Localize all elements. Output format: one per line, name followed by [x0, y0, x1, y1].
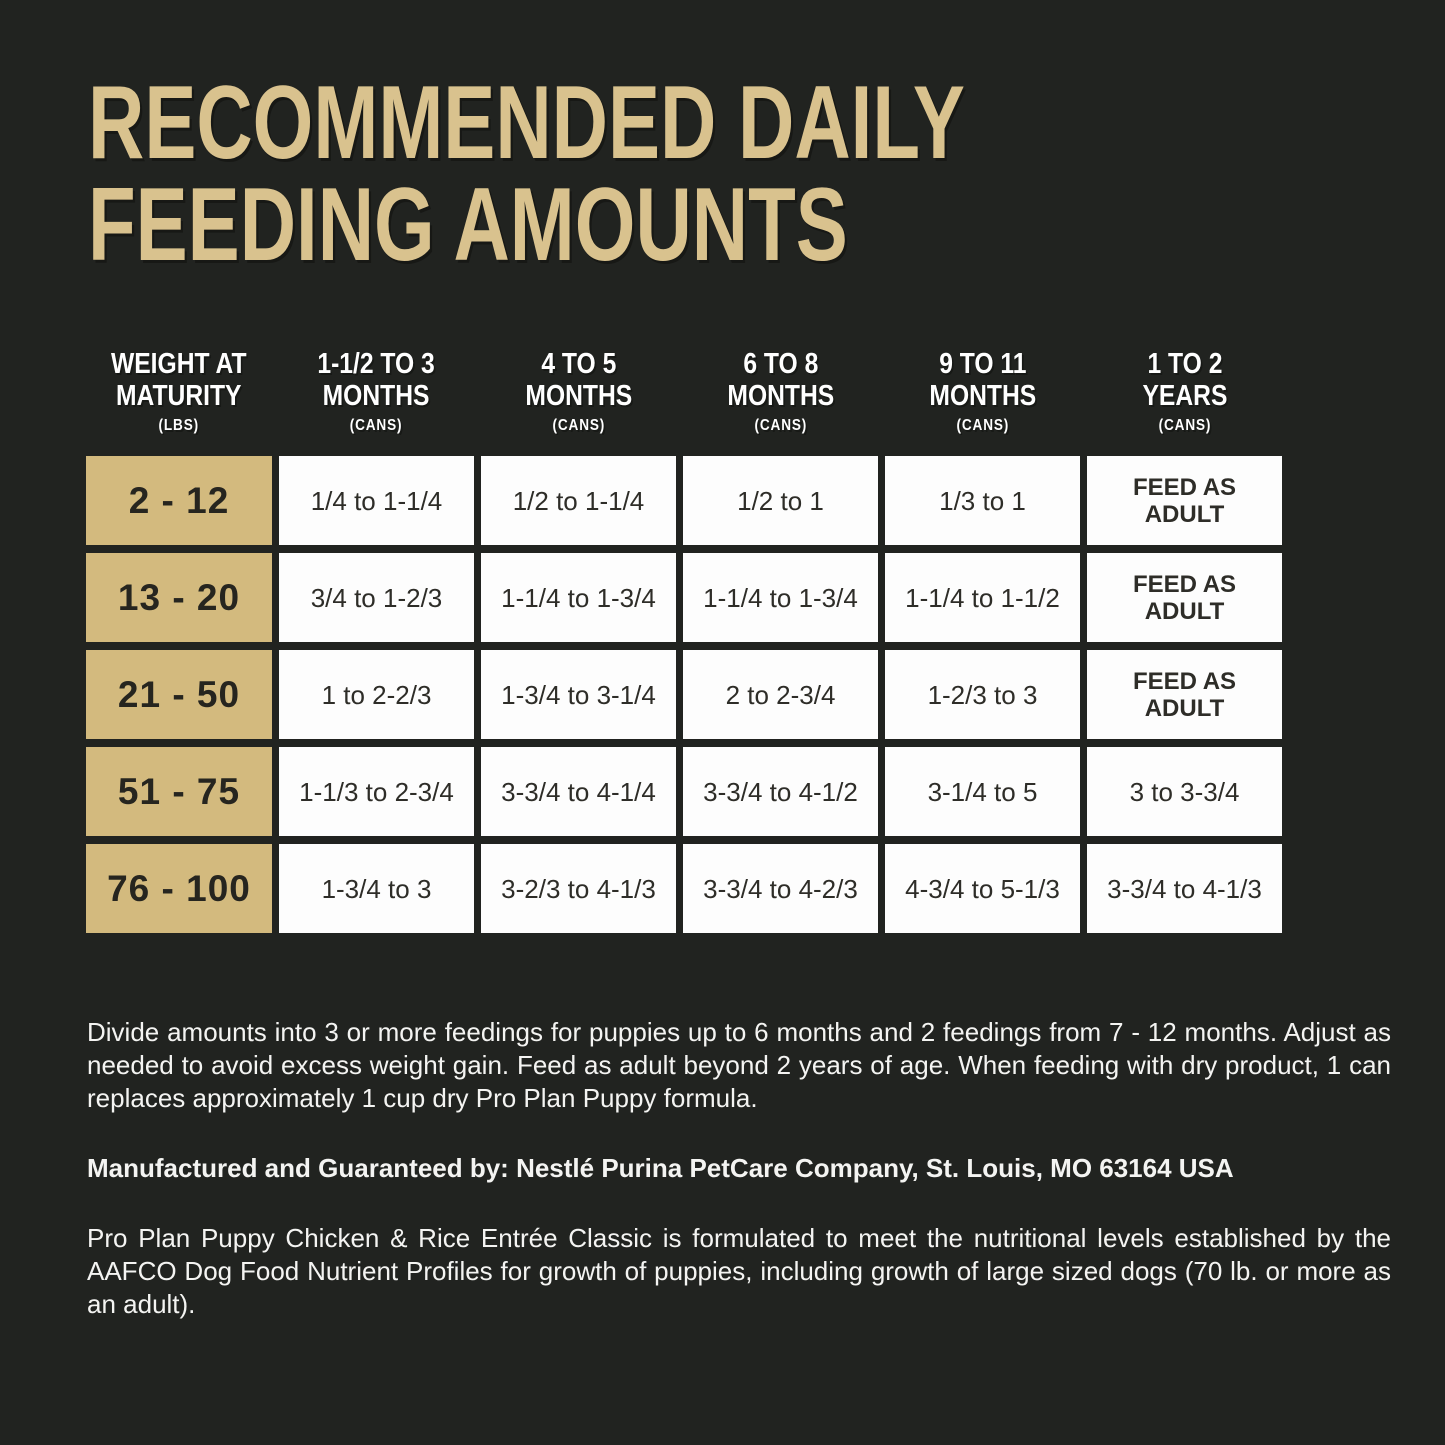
- column-header-label: MONTHS: [727, 380, 834, 412]
- feeding-amount-cell: 3 to 3-3/4: [1087, 747, 1282, 836]
- feeding-amount-cell: 1-2/3 to 3: [885, 650, 1080, 739]
- column-header-label: 4 TO 5: [541, 348, 616, 380]
- column-header-label: MATURITY: [116, 380, 242, 412]
- feeding-instructions-note: Divide amounts into 3 or more feedings f…: [87, 1017, 1391, 1113]
- feeding-amount-cell: 1-1/4 to 1-3/4: [481, 553, 676, 642]
- feeding-amount-cell: 3-3/4 to 4-1/4: [481, 747, 676, 836]
- feeding-amount-cell: 1-1/3 to 2-3/4: [279, 747, 474, 836]
- column-header-unit: (LBS): [158, 417, 200, 434]
- column-header-9-to-11-months: 9 TO 11 MONTHS (CANS): [885, 348, 1080, 437]
- column-header-label: MONTHS: [323, 380, 430, 412]
- weight-cell: 51 - 75: [86, 747, 272, 836]
- feeding-amount-cell: 3-2/3 to 4-1/3: [481, 844, 676, 933]
- page-title-line-2: FEEDING AMOUNTS: [88, 167, 848, 283]
- feeding-amount-cell: 1/4 to 1-1/4: [279, 456, 474, 545]
- feed-as-adult-cell: FEED AS ADULT: [1087, 650, 1282, 739]
- feeding-amount-cell: 1/2 to 1: [683, 456, 878, 545]
- feeding-amount-cell: 1/3 to 1: [885, 456, 1080, 545]
- column-header-label: 6 TO 8: [743, 348, 818, 380]
- aafco-statement: Pro Plan Puppy Chicken & Rice Entrée Cla…: [87, 1223, 1391, 1319]
- feeding-amount-cell: 1 to 2-2/3: [279, 650, 474, 739]
- column-header-weight: WEIGHT AT MATURITY (LBS): [86, 348, 272, 437]
- column-header-label: MONTHS: [929, 380, 1036, 412]
- feeding-amount-cell: 1-3/4 to 3: [279, 844, 474, 933]
- column-header-1half-to-3-months: 1-1/2 TO 3 MONTHS (CANS): [279, 348, 474, 437]
- column-header-6-to-8-months: 6 TO 8 MONTHS (CANS): [683, 348, 878, 437]
- column-header-4-to-5-months: 4 TO 5 MONTHS (CANS): [481, 348, 676, 437]
- feeding-amount-cell: 4-3/4 to 5-1/3: [885, 844, 1080, 933]
- column-header-unit: (CANS): [552, 417, 605, 434]
- column-header-label: 1 TO 2: [1147, 348, 1222, 380]
- feeding-amount-cell: 1/2 to 1-1/4: [481, 456, 676, 545]
- weight-cell: 13 - 20: [86, 553, 272, 642]
- column-header-unit: (CANS): [350, 417, 403, 434]
- column-header-label: 9 TO 11: [938, 348, 1027, 380]
- feeding-amount-cell: 3/4 to 1-2/3: [279, 553, 474, 642]
- feeding-amount-cell: 3-3/4 to 4-1/3: [1087, 844, 1282, 933]
- column-header-unit: (CANS): [1158, 417, 1211, 434]
- column-header-label: WEIGHT AT: [111, 348, 247, 380]
- feeding-amount-cell: 1-3/4 to 3-1/4: [481, 650, 676, 739]
- feed-as-adult-cell: FEED AS ADULT: [1087, 456, 1282, 545]
- feeding-amount-cell: 3-3/4 to 4-1/2: [683, 747, 878, 836]
- weight-cell: 76 - 100: [86, 844, 272, 933]
- feeding-amount-cell: 1-1/4 to 1-3/4: [683, 553, 878, 642]
- column-header-label: MONTHS: [525, 380, 632, 412]
- weight-cell: 2 - 12: [86, 456, 272, 545]
- page-title-line-1: RECOMMENDED DAILY: [88, 65, 965, 181]
- feeding-amount-cell: 3-1/4 to 5: [885, 747, 1080, 836]
- feeding-amount-cell: 3-3/4 to 4-2/3: [683, 844, 878, 933]
- feeding-amount-cell: 2 to 2-3/4: [683, 650, 878, 739]
- manufacturer-statement: Manufactured and Guaranteed by: Nestlé P…: [87, 1153, 1234, 1183]
- feed-as-adult-cell: FEED AS ADULT: [1087, 553, 1282, 642]
- feeding-amount-cell: 1-1/4 to 1-1/2: [885, 553, 1080, 642]
- feeding-table: 2 - 12 1/4 to 1-1/4 1/2 to 1-1/4 1/2 to …: [86, 456, 1282, 933]
- column-header-unit: (CANS): [956, 417, 1009, 434]
- page-title: RECOMMENDED DAILY FEEDING AMOUNTS: [88, 65, 965, 283]
- column-header-label: YEARS: [1142, 380, 1227, 412]
- column-header-unit: (CANS): [754, 417, 807, 434]
- weight-cell: 21 - 50: [86, 650, 272, 739]
- table-header-row: WEIGHT AT MATURITY (LBS) 1-1/2 TO 3 MONT…: [86, 348, 1282, 437]
- column-header-label: 1-1/2 TO 3: [317, 348, 436, 380]
- column-header-1-to-2-years: 1 TO 2 YEARS (CANS): [1087, 348, 1282, 437]
